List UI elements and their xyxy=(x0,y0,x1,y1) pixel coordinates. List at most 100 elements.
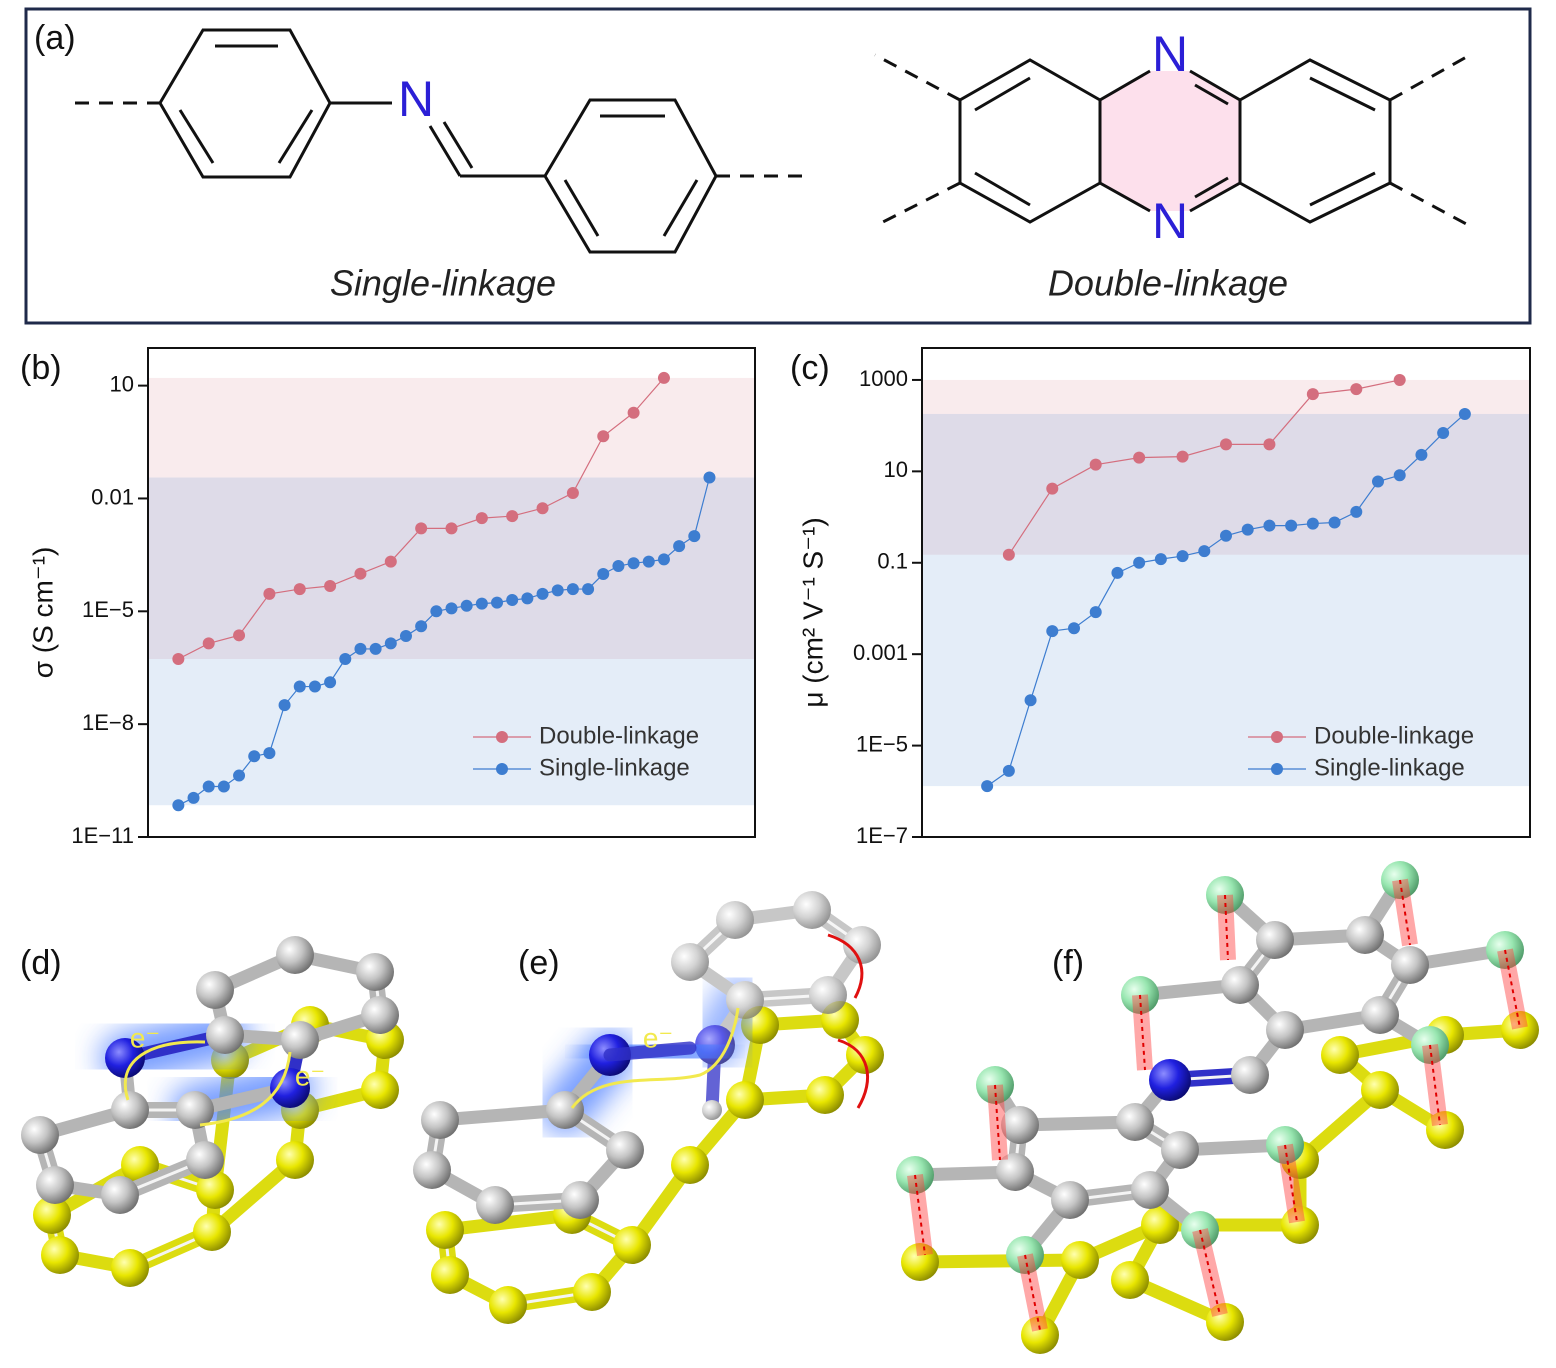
data-point xyxy=(1198,545,1211,558)
atom xyxy=(196,1171,234,1209)
panel-label: (a) xyxy=(34,19,76,57)
data-point xyxy=(202,780,215,793)
data-point xyxy=(308,680,321,693)
y-tick-label: 1E−7 xyxy=(856,823,908,848)
charts: 1E−11 1E−8 1E−5 0.01 10 σ (S cm⁻¹) Double-link… xyxy=(27,347,1531,848)
data-point xyxy=(536,502,549,515)
structure-name: Single-linkage xyxy=(330,263,556,304)
interaction xyxy=(1132,994,1153,1071)
electron-label: e⁻ xyxy=(295,1060,325,1091)
data-point xyxy=(673,540,686,553)
atom xyxy=(1001,1106,1039,1144)
atom xyxy=(1051,1181,1089,1219)
atom xyxy=(1266,1011,1304,1049)
atom xyxy=(1141,1206,1179,1244)
data-point xyxy=(566,583,579,596)
data-point xyxy=(475,597,488,610)
atom xyxy=(671,1146,709,1184)
data-point xyxy=(354,642,367,655)
y-axis-label: σ (S cm⁻¹) xyxy=(27,547,58,679)
data-point xyxy=(384,555,397,568)
data-point xyxy=(384,637,397,650)
atom xyxy=(1116,1103,1154,1141)
atom xyxy=(1346,916,1384,954)
data-point xyxy=(293,583,306,596)
atom xyxy=(726,1081,764,1119)
atom xyxy=(21,1116,59,1154)
y-tick-label: 10 xyxy=(884,457,908,482)
atom xyxy=(716,901,754,939)
data-point xyxy=(1306,517,1319,530)
data-point xyxy=(657,553,670,566)
data-point xyxy=(1133,451,1146,464)
data-point xyxy=(1089,458,1102,471)
data-point xyxy=(1393,373,1406,386)
data-point xyxy=(551,584,564,597)
atom xyxy=(702,1100,722,1120)
atom xyxy=(1426,1111,1464,1149)
atom xyxy=(809,976,847,1014)
atom xyxy=(561,1181,599,1219)
atom xyxy=(1281,1206,1319,1244)
data-point xyxy=(536,587,549,600)
data-point xyxy=(612,560,625,573)
data-point xyxy=(172,652,185,665)
data-point xyxy=(627,406,640,419)
legend-marker xyxy=(1271,731,1283,743)
panel-label: (b) xyxy=(20,349,62,387)
data-point xyxy=(627,557,640,570)
atom xyxy=(421,1101,459,1139)
atom xyxy=(41,1236,79,1274)
interaction xyxy=(1224,894,1229,961)
data-point xyxy=(445,522,458,535)
data-point xyxy=(324,676,337,689)
atom xyxy=(726,981,764,1019)
atom xyxy=(361,1071,399,1109)
data-point xyxy=(1111,566,1124,579)
data-point xyxy=(278,699,291,712)
data-point xyxy=(339,652,352,665)
bond xyxy=(1013,1115,1142,1132)
data-point xyxy=(172,799,185,812)
atom xyxy=(1161,1131,1199,1169)
data-point xyxy=(1002,548,1015,561)
atom xyxy=(1131,1171,1169,1209)
y-tick-label: 0.001 xyxy=(853,640,908,665)
bond xyxy=(438,1208,579,1237)
plot-frame xyxy=(921,347,1531,838)
data-point xyxy=(1372,475,1384,488)
atom xyxy=(105,1038,145,1078)
legend-label: Single-linkage xyxy=(1314,754,1465,781)
data-point xyxy=(1176,550,1189,563)
bond xyxy=(913,1253,1087,1269)
atom xyxy=(206,1016,244,1054)
atom xyxy=(426,1211,464,1249)
y-tick-label: 1000 xyxy=(859,366,908,391)
panel-label: (d) xyxy=(20,944,62,982)
data-point xyxy=(657,371,670,384)
single-linkage-structure xyxy=(75,28,805,254)
interaction xyxy=(914,1174,926,1256)
interaction xyxy=(1199,1229,1221,1316)
atom xyxy=(901,1243,939,1281)
data-point xyxy=(293,680,306,693)
bond xyxy=(603,1041,697,1062)
data-point xyxy=(460,599,473,612)
data-point xyxy=(1089,606,1102,619)
y-tick-label: 1E−5 xyxy=(856,731,908,756)
data-point xyxy=(1133,556,1146,569)
y-tick-label: 1E−8 xyxy=(82,710,134,735)
data-point xyxy=(688,530,701,543)
interaction xyxy=(987,1084,1008,1161)
double-linkage-structure xyxy=(874,53,1471,228)
atom xyxy=(613,1226,651,1264)
data-point xyxy=(1350,383,1363,396)
atom xyxy=(1111,1261,1149,1299)
y-tick-label: 1E−5 xyxy=(82,597,134,622)
data-point xyxy=(1046,625,1059,638)
data-point xyxy=(981,780,994,793)
data-point xyxy=(1068,622,1080,635)
atom xyxy=(101,1176,139,1214)
y-axis-label: μ (cm² V⁻¹ S⁻¹) xyxy=(797,517,828,707)
legend-label: Double-linkage xyxy=(1314,722,1474,749)
